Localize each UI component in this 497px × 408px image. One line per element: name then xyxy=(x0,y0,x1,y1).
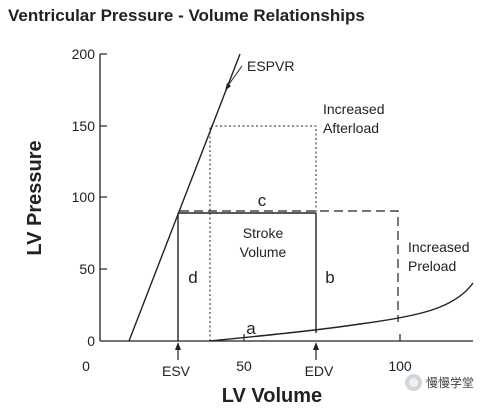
y-tick-label: 50 xyxy=(79,261,95,277)
espvr-pointer-arrowhead xyxy=(225,83,231,91)
espvr-pointer-line xyxy=(226,65,243,88)
esv-label: ESV xyxy=(162,363,191,379)
y-axis-title: LV Pressure xyxy=(24,140,46,255)
x-tick-label: 50 xyxy=(236,358,252,374)
esv-arrowhead xyxy=(175,342,181,350)
x-tick-label: 0 xyxy=(82,358,90,374)
edv-label: EDV xyxy=(305,363,334,379)
y-tick-label: 150 xyxy=(72,118,96,134)
increased-afterload-label-line1: Increased xyxy=(323,101,384,117)
stroke-volume-label-line2: Volume xyxy=(240,244,287,260)
watermark-text: 慢慢学堂 xyxy=(426,376,475,390)
increased-preload-loop xyxy=(180,210,399,322)
x-axis-title: LV Volume xyxy=(222,385,322,407)
watermark: 慢慢学堂 xyxy=(405,374,474,391)
diagram-title: Ventricular Pressure - Volume Relationsh… xyxy=(8,6,365,25)
segment-label-d: d xyxy=(188,268,197,287)
increased-afterload-loop xyxy=(209,125,317,341)
increased-preload-label-line2: Preload xyxy=(408,258,456,274)
stroke-volume-label-line1: Stroke xyxy=(243,225,284,241)
increased-afterload-label-line2: Afterload xyxy=(323,120,379,136)
espvr-line xyxy=(128,53,241,342)
edv-arrowhead xyxy=(313,342,319,350)
segment-label-a: a xyxy=(246,319,256,338)
y-tick-label: 0 xyxy=(87,333,95,349)
segment-label-b: b xyxy=(325,268,334,287)
x-tick-label: 100 xyxy=(388,358,412,374)
wechat-logo-icon xyxy=(405,374,422,391)
increased-preload-label-line1: Increased xyxy=(408,239,469,255)
edpvr-curve xyxy=(209,282,474,342)
y-tick-label: 200 xyxy=(72,46,96,62)
y-tick-label: 100 xyxy=(72,189,96,205)
segment-label-c: c xyxy=(258,191,267,210)
espvr-label: ESPVR xyxy=(247,58,294,74)
